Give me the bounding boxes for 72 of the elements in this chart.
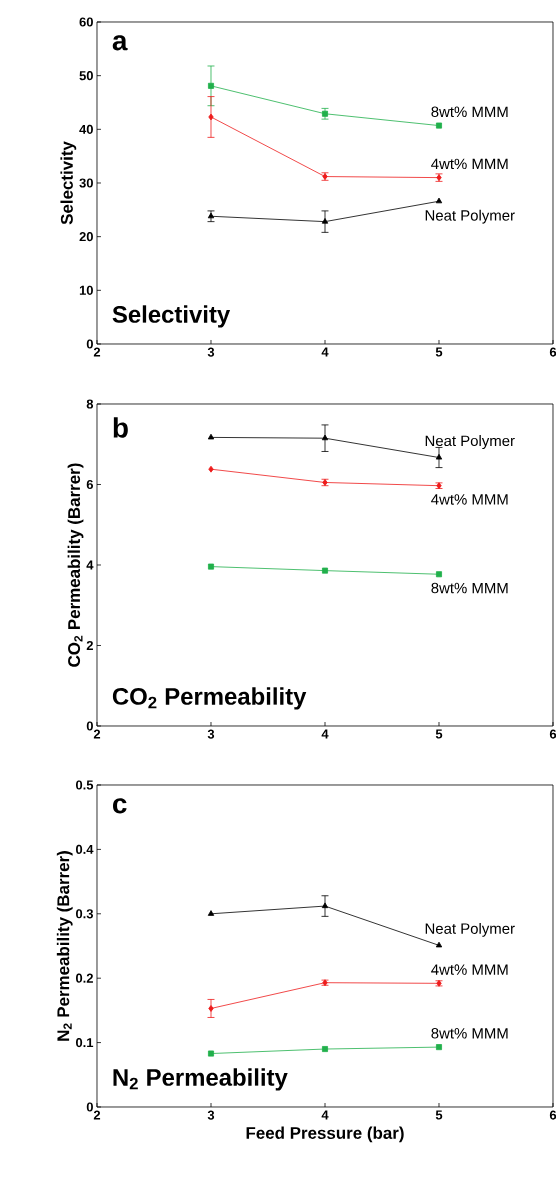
annotation: a: [112, 35, 128, 51]
point: [436, 571, 442, 578]
point: [435, 941, 443, 948]
y-tick-label: 2: [86, 640, 93, 651]
x-tick-label: 4: [321, 1110, 329, 1120]
y-tick-label: 60: [79, 17, 93, 27]
x-tick-label: 4: [321, 347, 329, 357]
annotation: c: [113, 798, 127, 814]
annotation: b: [113, 417, 128, 438]
x-tick-label: 5: [435, 1110, 443, 1120]
series-label: 4wt% MMM: [431, 964, 508, 975]
point: [208, 82, 214, 89]
x-tick-label: 6: [549, 1110, 556, 1120]
x-tick-label: 6: [549, 729, 556, 739]
y-tick-label: 10: [79, 285, 93, 295]
series-label: Neat Polymer: [425, 209, 515, 224]
y-axis-title: N$_{2}$ Permeability (Barrer): [56, 851, 73, 1041]
y-tick-label: 0: [86, 721, 93, 731]
point: [435, 453, 443, 460]
x-tick-label: 5: [435, 347, 443, 357]
point: [321, 434, 329, 441]
annotation: N$_{2}$ Permeability: [113, 1068, 288, 1091]
y-tick-label: 50: [79, 71, 93, 81]
point: [436, 1044, 442, 1051]
y-tick-label: 0.5: [75, 780, 94, 790]
annotation: CO$_{2}$ Permeability: [112, 687, 307, 710]
point: [208, 1005, 214, 1012]
series-label: 8wt% MMM: [431, 106, 508, 118]
y-tick-label: 0.3: [75, 909, 94, 919]
annotation: Selectivity: [112, 305, 231, 328]
point: [208, 113, 214, 121]
x-tick-label: 4: [321, 729, 329, 739]
series-label: 8wt% MMM: [431, 582, 508, 594]
y-tick-label: 4: [86, 560, 94, 570]
x-tick-label: 2: [93, 347, 101, 357]
series-label: Neat Polymer: [425, 922, 515, 937]
point: [208, 465, 214, 473]
x-tick-label: 2: [93, 729, 101, 739]
y-tick-label: 20: [79, 232, 93, 242]
series-label: 4wt% MMM: [431, 494, 508, 505]
point: [321, 902, 329, 909]
series-label: 4wt% MMM: [431, 158, 508, 170]
x-tick-label: 3: [207, 729, 215, 739]
point: [208, 1050, 214, 1057]
series-label: Neat Polymer: [425, 435, 515, 450]
x-tick-label: 6: [549, 347, 556, 357]
y-tick-label: 0.1: [75, 1038, 94, 1048]
x-tick-label: 5: [435, 729, 443, 739]
y-tick-label: 8: [86, 399, 94, 409]
point: [207, 910, 215, 916]
y-axis-title: CO$_{2}$ Permeability (Barrer): [67, 463, 84, 667]
y-tick-label: 30: [79, 178, 93, 188]
point: [321, 218, 329, 224]
point: [322, 1046, 328, 1053]
x-axis-title: Feed Pressure (bar): [246, 1126, 404, 1143]
point: [435, 197, 443, 204]
y-tick-label: 40: [79, 124, 93, 134]
x-tick-label: 3: [207, 1110, 215, 1120]
y-tick-label: 6: [86, 479, 94, 490]
y-tick-label: 0: [86, 1102, 93, 1112]
series-label: 8wt% MMM: [431, 1028, 508, 1039]
x-tick-label: 3: [207, 347, 215, 357]
point: [207, 433, 215, 440]
y-tick-label: 0.4: [75, 844, 94, 854]
y-tick-label: 0.2: [75, 973, 93, 983]
point: [207, 212, 215, 219]
y-axis-title: Selectivity: [60, 141, 77, 225]
point: [322, 567, 328, 574]
point: [436, 122, 442, 129]
y-tick-label: 0: [86, 339, 93, 349]
x-tick-label: 2: [93, 1110, 101, 1120]
point: [208, 563, 214, 570]
